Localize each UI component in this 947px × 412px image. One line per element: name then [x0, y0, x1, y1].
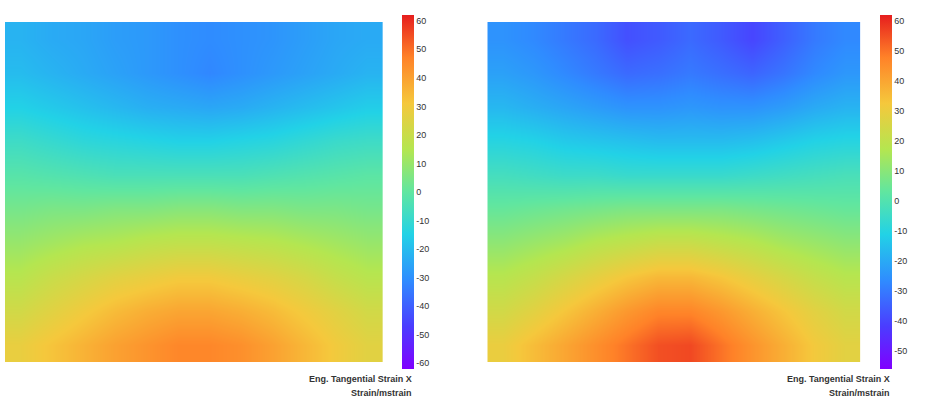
svg-text:40: 40	[416, 73, 426, 83]
svg-text:-50: -50	[894, 346, 907, 356]
svg-text:-20: -20	[416, 244, 429, 254]
svg-text:20: 20	[416, 130, 426, 140]
svg-text:10: 10	[416, 159, 426, 169]
svg-text:Strain/mstrain: Strain/mstrain	[351, 388, 412, 398]
svg-text:30: 30	[894, 106, 904, 116]
svg-text:20: 20	[894, 136, 904, 146]
svg-text:Eng. Tangential Strain X: Eng. Tangential Strain X	[787, 374, 890, 384]
svg-text:30: 30	[416, 102, 426, 112]
svg-text:-60: -60	[416, 358, 429, 368]
svg-text:-40: -40	[416, 301, 429, 311]
svg-text:Strain/mstrain: Strain/mstrain	[829, 388, 890, 398]
svg-text:50: 50	[416, 44, 426, 54]
svg-text:60: 60	[416, 16, 426, 26]
svg-text:-10: -10	[894, 226, 907, 236]
svg-text:-20: -20	[894, 256, 907, 266]
svg-text:0: 0	[894, 196, 899, 206]
svg-text:40: 40	[894, 76, 904, 86]
svg-text:10: 10	[894, 166, 904, 176]
svg-text:-30: -30	[416, 273, 429, 283]
svg-text:-50: -50	[416, 330, 429, 340]
svg-text:50: 50	[894, 46, 904, 56]
svg-text:60: 60	[894, 16, 904, 26]
svg-text:-40: -40	[894, 316, 907, 326]
svg-text:0: 0	[416, 187, 421, 197]
svg-text:-10: -10	[416, 216, 429, 226]
svg-text:-30: -30	[894, 286, 907, 296]
svg-text:Eng. Tangential Strain X: Eng. Tangential Strain X	[309, 374, 412, 384]
